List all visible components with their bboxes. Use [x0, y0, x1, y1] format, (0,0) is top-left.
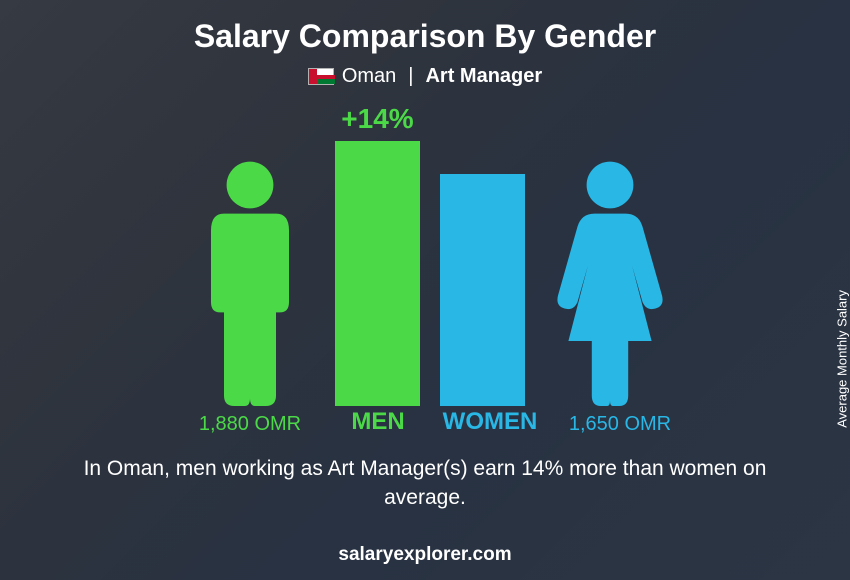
footer-attribution: salaryexplorer.com — [0, 544, 850, 566]
men-salary: 1,880 OMR — [175, 413, 325, 436]
subtitle-country: Oman — [342, 65, 396, 88]
men-bar — [335, 141, 420, 406]
women-label: WOMEN — [430, 408, 550, 436]
man-icon — [185, 156, 315, 406]
y-axis-label: Average Monthly Salary — [835, 290, 850, 428]
women-bar — [440, 174, 525, 406]
summary-text: In Oman, men working as Art Manager(s) e… — [65, 454, 785, 513]
oman-flag-icon — [308, 68, 334, 85]
subtitle-role: Art Manager — [425, 65, 542, 88]
woman-icon — [545, 156, 675, 406]
chart-area: +14% MEN 1,880 OMR WOMEN 1,650 OMR — [75, 106, 775, 436]
subtitle-row: Oman | Art Manager — [0, 55, 850, 88]
page-title: Salary Comparison By Gender — [0, 0, 850, 55]
subtitle-separator: | — [408, 65, 413, 88]
women-salary: 1,650 OMR — [545, 413, 695, 436]
men-label: MEN — [333, 408, 423, 436]
delta-label: +14% — [335, 103, 420, 135]
